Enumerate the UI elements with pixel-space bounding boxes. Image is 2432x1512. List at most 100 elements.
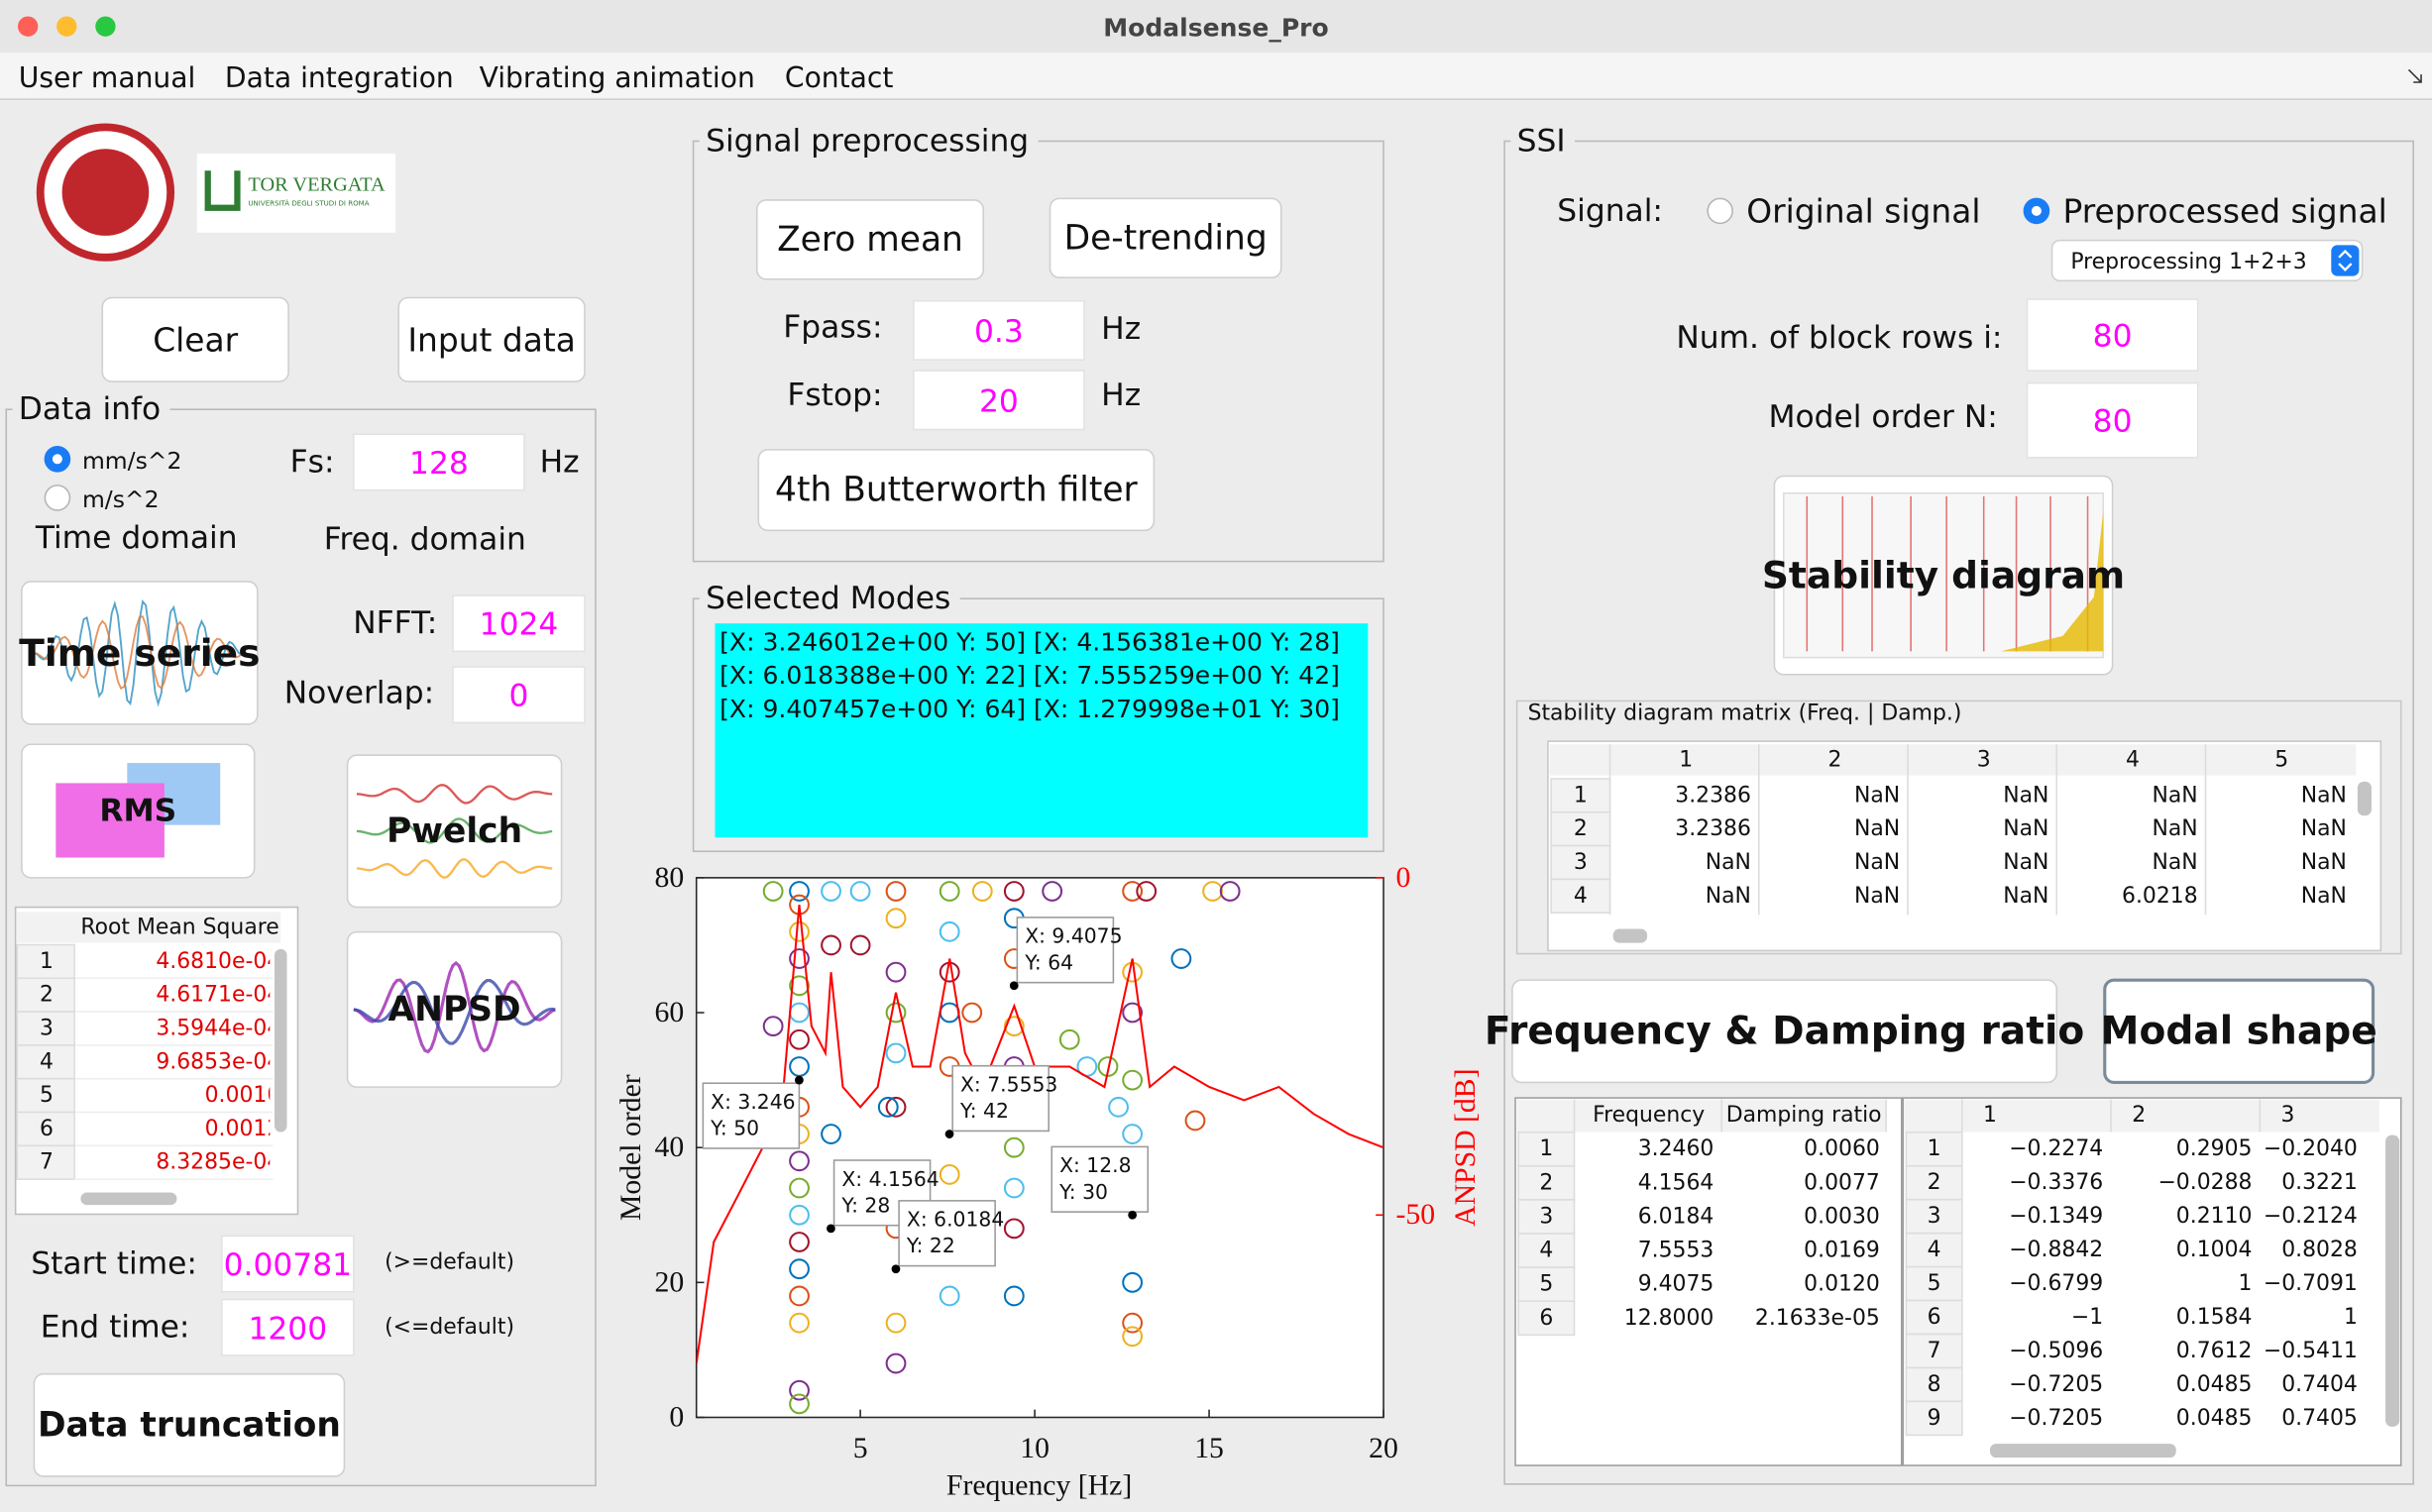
- stability-diagram-button-label[interactable]: Stability diagram: [1762, 554, 2125, 597]
- minimize-button[interactable]: [56, 16, 77, 37]
- data-truncation-button[interactable]: [33, 1372, 346, 1477]
- butterworth-button[interactable]: [757, 449, 1156, 532]
- mode-point: [762, 1016, 784, 1037]
- input-field[interactable]: [452, 594, 586, 653]
- table-cell: 4.1564: [1638, 1170, 1714, 1195]
- scrollbar[interactable]: [1612, 928, 1648, 943]
- input-field-value[interactable]: 0.3: [974, 314, 1024, 350]
- dropdown-value[interactable]: Preprocessing 1+2+3: [2070, 250, 2306, 274]
- detrending-button-label[interactable]: De-trending: [1064, 218, 1268, 258]
- row-header-cell: [1905, 1299, 1963, 1336]
- close-button[interactable]: [17, 16, 39, 37]
- input-field-value[interactable]: 80: [2093, 404, 2133, 440]
- row-header-cell: [16, 1011, 75, 1046]
- datatip-marker: [944, 1130, 954, 1138]
- input-field[interactable]: [2026, 381, 2199, 459]
- scrollbar[interactable]: [1989, 1444, 2176, 1458]
- modal-shape-button[interactable]: [2103, 978, 2376, 1085]
- modes-list[interactable]: [715, 623, 1369, 838]
- modal-shape-button-label[interactable]: Modal shape: [2101, 1009, 2377, 1053]
- mode-point: [821, 881, 841, 902]
- table-cell: 2.1633e-05: [1755, 1306, 1880, 1331]
- rms-button-label[interactable]: RMS: [99, 794, 176, 829]
- dropdown-arrow[interactable]: [2331, 245, 2360, 276]
- input-field[interactable]: [452, 666, 586, 724]
- scrollbar[interactable]: [2357, 781, 2372, 816]
- frequency-damping-button[interactable]: [1511, 979, 2058, 1084]
- input-field[interactable]: [221, 1235, 355, 1293]
- table-cell: NaN: [2301, 783, 2347, 808]
- signal-radio[interactable]: [1707, 197, 1733, 225]
- signal-radio-dot[interactable]: [2031, 205, 2042, 216]
- input-field[interactable]: [353, 433, 525, 491]
- unit-option[interactable]: mm/s^2: [82, 447, 181, 475]
- input-field-value[interactable]: 128: [409, 446, 469, 482]
- input-field-value[interactable]: 0: [509, 679, 529, 714]
- clear-button-label[interactable]: Clear: [153, 320, 238, 359]
- row-header-cell: [16, 1144, 75, 1180]
- table-cell: 0.7405: [2281, 1406, 2358, 1431]
- detrending-button[interactable]: [1049, 197, 1282, 278]
- resize-icon: [2407, 68, 2422, 83]
- mode-point: [1122, 1326, 1144, 1348]
- scrollbar[interactable]: [80, 1192, 177, 1206]
- time-series-button[interactable]: [21, 581, 259, 725]
- signal-option[interactable]: Original signal: [1746, 191, 1980, 230]
- mode-point: [1122, 1271, 1144, 1293]
- unit-option[interactable]: m/s^2: [82, 486, 160, 513]
- input-data-button[interactable]: [397, 296, 586, 382]
- menu-item[interactable]: Data integration: [225, 61, 454, 94]
- x-axis-label: Frequency [Hz]: [946, 1469, 1132, 1501]
- menu-item[interactable]: Vibrating animation: [480, 61, 755, 94]
- unit-radio-dot[interactable]: [52, 454, 62, 465]
- frequency-damping-button-label[interactable]: Frequency & Damping ratio: [1485, 1009, 2084, 1053]
- unit-radio[interactable]: [44, 485, 71, 511]
- input-field[interactable]: [913, 370, 1085, 431]
- label: (<=default): [385, 1315, 514, 1340]
- mode-point: [789, 1312, 810, 1334]
- datatip-marker: [795, 1075, 804, 1085]
- anpsd-button-label[interactable]: ANPSD: [388, 990, 521, 1029]
- label: Hz: [1101, 378, 1141, 413]
- anpsd-button[interactable]: [346, 930, 563, 1088]
- row-index: 5: [1928, 1271, 1941, 1296]
- input-field-value[interactable]: 1024: [480, 607, 559, 643]
- pwelch-button[interactable]: [346, 754, 563, 909]
- zoom-button[interactable]: [95, 16, 116, 37]
- input-field-value[interactable]: 0.00781: [224, 1247, 352, 1283]
- scrollbar[interactable]: [275, 948, 287, 1133]
- menu-item[interactable]: User manual: [19, 61, 196, 94]
- input-field-value[interactable]: 1200: [248, 1311, 327, 1347]
- input-field-value[interactable]: 80: [2093, 319, 2133, 355]
- table-cell: 3.2386: [1675, 816, 1751, 841]
- zero-mean-button[interactable]: [755, 199, 985, 280]
- time-series-button-label[interactable]: Time series: [19, 631, 260, 675]
- row-index: 1: [40, 949, 54, 974]
- butterworth-button-label[interactable]: 4th Butterworth filter: [775, 471, 1138, 510]
- input-field-value[interactable]: 20: [979, 383, 1019, 419]
- table-cell: 0.0030: [1804, 1204, 1880, 1229]
- input-field[interactable]: [2026, 298, 2199, 372]
- menu-item[interactable]: Contact: [785, 61, 894, 94]
- input-field[interactable]: [221, 1298, 355, 1356]
- table-cell: 0.0012: [205, 1117, 281, 1141]
- icon-wave: [356, 858, 553, 879]
- mode-point: [1202, 881, 1223, 902]
- data-truncation-button-label[interactable]: Data truncation: [38, 1405, 341, 1445]
- mode-point: [789, 1379, 810, 1401]
- signal-option[interactable]: Preprocessed signal: [2063, 191, 2387, 230]
- modal-shape-table: [1902, 1097, 2402, 1466]
- table-cell: 3.2460: [1638, 1136, 1714, 1161]
- input-field[interactable]: [913, 299, 1085, 361]
- pwelch-button-label[interactable]: Pwelch: [387, 811, 522, 851]
- label: (>=default): [385, 1249, 514, 1274]
- scrollbar[interactable]: [2385, 1134, 2400, 1427]
- input-data-button-label[interactable]: Input data: [407, 320, 576, 359]
- mode-point: [1122, 1002, 1144, 1024]
- mode-point: [885, 908, 907, 929]
- zero-mean-button-label[interactable]: Zero mean: [777, 220, 963, 260]
- preprocessing-dropdown[interactable]: [2050, 239, 2364, 282]
- clear-button[interactable]: [101, 296, 289, 382]
- table-header: [17, 912, 281, 943]
